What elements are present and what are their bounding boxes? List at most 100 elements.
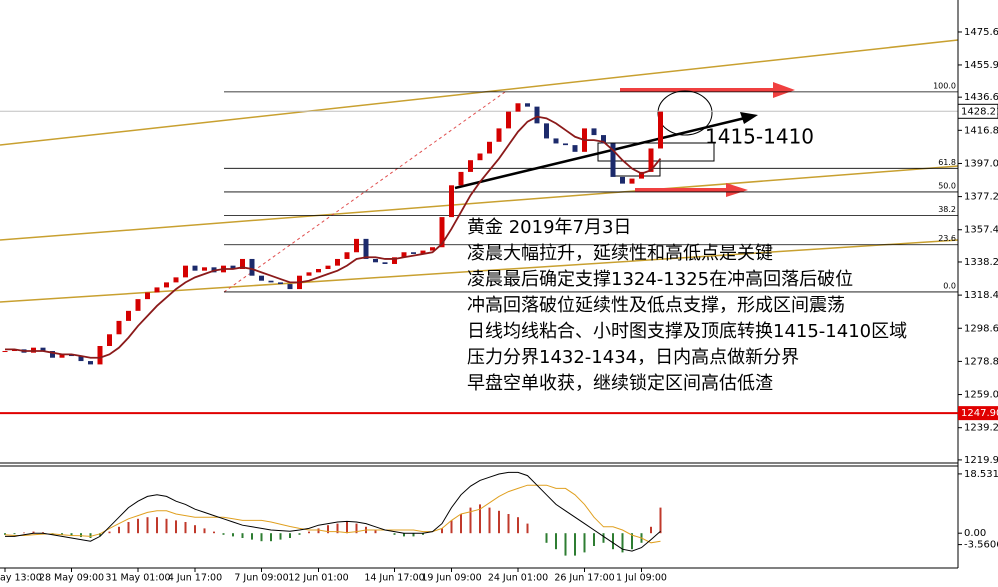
x-tick-label: ay 13:00	[0, 573, 42, 584]
y-tick-label: 1219.95	[964, 455, 998, 466]
y-tick-label: 1338.20	[964, 257, 998, 268]
x-tick-label: 31 May 01:00	[105, 573, 170, 584]
note: 凌晨大幅拉升，延续性和高低点是关键	[467, 243, 773, 264]
candle	[382, 262, 388, 264]
candle	[249, 258, 255, 276]
y-tick-label: 1436.65	[964, 92, 998, 103]
candle	[411, 252, 416, 254]
y-tick-label: 1318.40	[964, 290, 998, 301]
x-tick-label: 12 Jun 01:00	[288, 573, 348, 584]
candle	[173, 277, 179, 283]
arrow-head	[726, 183, 748, 197]
candle	[544, 123, 549, 139]
candle	[496, 128, 502, 142]
candle	[335, 258, 340, 266]
level-label: 1247.90	[961, 408, 998, 419]
candle	[126, 310, 131, 321]
candle	[610, 143, 616, 177]
candle	[620, 176, 625, 184]
candle	[420, 250, 426, 254]
candle	[515, 103, 521, 112]
candle	[629, 178, 635, 184]
note: 黄金 2019年7月3日	[467, 217, 631, 238]
candle	[306, 272, 312, 276]
note: 早盘空单收获，继续锁定区间高估低渣	[467, 373, 773, 394]
note: 压力分界1432-1434，日内高点做新分界	[467, 347, 799, 368]
candle	[658, 111, 663, 149]
candle	[287, 284, 293, 290]
candle	[487, 141, 492, 154]
candle	[78, 356, 84, 362]
candle	[477, 153, 483, 161]
fib-label: 50.0	[938, 181, 956, 190]
candle	[449, 185, 454, 218]
candle	[534, 106, 540, 124]
signal-line	[4, 484, 661, 544]
candle	[506, 111, 511, 129]
x-tick-label: 14 Jun 17:00	[364, 573, 424, 584]
candle	[354, 238, 359, 253]
candle	[363, 238, 369, 259]
macd-line	[5, 471, 661, 552]
x-tick-label: 1 Jul 09:00	[616, 573, 667, 584]
price-label: 1428.21	[961, 106, 998, 117]
y-tick-label: 1259.00	[964, 390, 998, 401]
candle	[344, 252, 350, 259]
y-tick-label: -3.5606	[964, 540, 998, 551]
candle	[164, 282, 169, 288]
candle	[88, 361, 93, 365]
candle	[553, 138, 559, 144]
candle	[145, 292, 150, 300]
arrow-head	[773, 82, 795, 98]
fib-label: 0.0	[943, 281, 956, 290]
candle	[373, 258, 378, 263]
candle	[325, 265, 331, 269]
x-tick-label: 4 Jun 17:00	[168, 573, 222, 584]
trend-line	[0, 39, 959, 146]
candle	[183, 265, 188, 278]
candle	[192, 265, 198, 271]
candle	[468, 160, 473, 172]
candle	[316, 268, 321, 273]
candle	[601, 135, 606, 144]
note: 冲高回落破位延续性及低点支撑，形成区间震荡	[467, 295, 845, 316]
y-tick-label: 0.00	[964, 528, 986, 539]
x-tick-label: 19 Jun 09:00	[421, 573, 481, 584]
candle	[639, 171, 644, 179]
trend-line	[0, 165, 959, 241]
candle	[97, 345, 103, 365]
x-tick-label: 24 Jun 01:00	[488, 573, 548, 584]
arrow-line	[454, 116, 746, 190]
candle	[259, 275, 264, 281]
candle	[648, 148, 654, 172]
y-tick-label: 1475.60	[964, 27, 998, 38]
candle	[430, 247, 435, 251]
level-box	[958, 406, 998, 421]
candle	[59, 354, 65, 358]
candle	[591, 128, 597, 136]
candle	[563, 143, 568, 146]
y-tick-label: 1455.90	[964, 60, 998, 71]
price-box	[957, 103, 998, 119]
candle	[40, 347, 46, 352]
arrow-head	[740, 112, 758, 124]
note: 凌晨最后确定支撑1324-1325在冲高回落后破位	[467, 269, 853, 290]
candle	[268, 280, 274, 283]
y-tick-label: 1278.80	[964, 356, 998, 367]
candle	[572, 145, 578, 152]
candle	[50, 351, 55, 358]
x-tick-label: 26 Jun 17:00	[554, 573, 614, 584]
y-tick-label: 1377.25	[964, 192, 998, 203]
y-tick-label: 1416.85	[964, 125, 998, 136]
candle	[401, 252, 407, 258]
candle	[525, 103, 530, 107]
x-tick-label: 28 May 09:00	[39, 573, 104, 584]
x-tick-label: 7 Jun 09:00	[234, 573, 288, 584]
y-tick-label: 1298.60	[964, 323, 998, 334]
candle	[2, 351, 8, 353]
range-label: 1415-1410	[705, 125, 814, 149]
candle	[439, 217, 445, 248]
fib-label: 23.6	[938, 234, 956, 243]
y-tick-label: 1397.05	[964, 158, 998, 169]
fib-label: 61.8	[938, 158, 956, 167]
